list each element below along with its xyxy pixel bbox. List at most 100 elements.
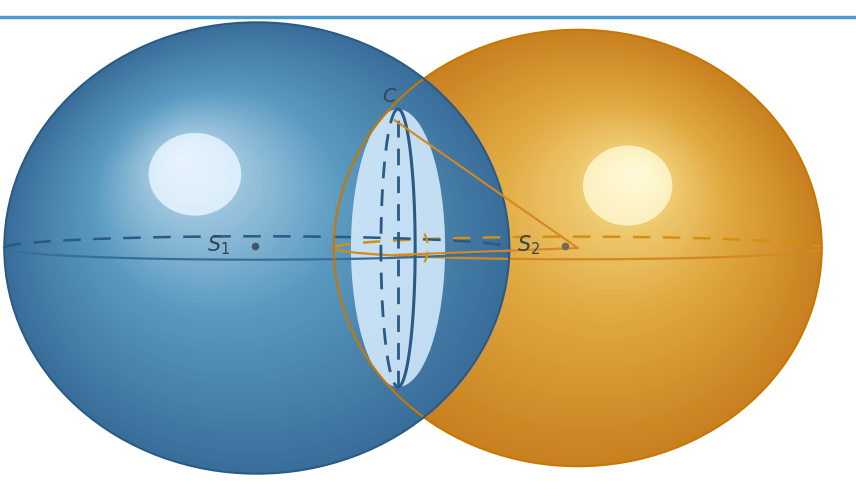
Ellipse shape <box>37 47 449 416</box>
Ellipse shape <box>532 122 703 275</box>
Ellipse shape <box>107 101 318 289</box>
Ellipse shape <box>583 146 672 226</box>
Text: $S_1$: $S_1$ <box>206 234 230 257</box>
Ellipse shape <box>573 141 679 236</box>
Ellipse shape <box>45 54 433 400</box>
Ellipse shape <box>512 113 715 295</box>
Ellipse shape <box>33 45 455 421</box>
Ellipse shape <box>502 108 721 304</box>
Ellipse shape <box>19 34 482 447</box>
Ellipse shape <box>7 25 504 468</box>
Ellipse shape <box>51 59 422 389</box>
Ellipse shape <box>633 169 642 177</box>
Ellipse shape <box>496 106 724 309</box>
Ellipse shape <box>86 85 356 326</box>
Ellipse shape <box>349 37 812 451</box>
Ellipse shape <box>542 126 697 265</box>
Ellipse shape <box>78 79 372 342</box>
Ellipse shape <box>72 74 383 353</box>
Ellipse shape <box>60 65 406 373</box>
Text: $S_2$: $S_2$ <box>517 234 541 257</box>
Ellipse shape <box>122 113 290 263</box>
Ellipse shape <box>461 89 746 343</box>
Text: $C$: $C$ <box>382 87 397 106</box>
Ellipse shape <box>374 49 798 427</box>
Ellipse shape <box>131 120 274 247</box>
Ellipse shape <box>80 81 367 337</box>
Ellipse shape <box>334 30 822 466</box>
Ellipse shape <box>351 109 445 387</box>
Ellipse shape <box>395 58 785 407</box>
Ellipse shape <box>90 88 351 321</box>
Ellipse shape <box>614 160 654 196</box>
Ellipse shape <box>143 128 253 226</box>
Ellipse shape <box>125 115 285 258</box>
Ellipse shape <box>370 46 800 432</box>
Ellipse shape <box>57 63 411 379</box>
Ellipse shape <box>116 108 301 274</box>
Ellipse shape <box>410 65 776 393</box>
Ellipse shape <box>43 52 438 405</box>
Ellipse shape <box>527 120 706 280</box>
Ellipse shape <box>158 140 225 200</box>
Ellipse shape <box>431 75 764 373</box>
Ellipse shape <box>28 40 466 432</box>
Ellipse shape <box>172 151 198 174</box>
Ellipse shape <box>163 144 214 189</box>
Ellipse shape <box>92 90 345 316</box>
Ellipse shape <box>104 99 324 295</box>
Ellipse shape <box>175 153 192 168</box>
Ellipse shape <box>146 130 247 221</box>
Ellipse shape <box>75 76 378 347</box>
Ellipse shape <box>4 22 509 474</box>
Ellipse shape <box>389 56 788 412</box>
Ellipse shape <box>491 103 728 314</box>
Ellipse shape <box>405 63 779 397</box>
Ellipse shape <box>16 31 487 453</box>
Ellipse shape <box>466 91 742 339</box>
Ellipse shape <box>517 115 712 290</box>
Ellipse shape <box>39 50 443 411</box>
Ellipse shape <box>339 32 818 461</box>
Ellipse shape <box>354 39 810 446</box>
Ellipse shape <box>379 51 794 422</box>
Ellipse shape <box>10 27 498 463</box>
Ellipse shape <box>137 124 263 237</box>
Ellipse shape <box>344 35 816 456</box>
Ellipse shape <box>400 61 782 402</box>
Ellipse shape <box>128 117 280 252</box>
Ellipse shape <box>486 101 730 319</box>
Ellipse shape <box>552 131 691 255</box>
Ellipse shape <box>562 136 685 246</box>
Ellipse shape <box>557 134 687 250</box>
Ellipse shape <box>63 67 400 369</box>
Ellipse shape <box>547 129 693 260</box>
Ellipse shape <box>360 42 806 441</box>
Ellipse shape <box>155 137 230 205</box>
Ellipse shape <box>169 149 203 179</box>
Ellipse shape <box>384 54 791 417</box>
Ellipse shape <box>598 153 663 211</box>
Ellipse shape <box>49 56 427 395</box>
Ellipse shape <box>538 124 699 270</box>
Ellipse shape <box>415 67 773 388</box>
Ellipse shape <box>455 86 748 348</box>
Ellipse shape <box>96 92 340 310</box>
Ellipse shape <box>134 122 269 242</box>
Ellipse shape <box>578 143 675 231</box>
Ellipse shape <box>471 94 740 334</box>
Ellipse shape <box>628 167 645 182</box>
Ellipse shape <box>476 96 736 329</box>
Ellipse shape <box>365 44 804 437</box>
Ellipse shape <box>451 84 752 353</box>
Ellipse shape <box>436 77 761 368</box>
Ellipse shape <box>481 98 734 324</box>
Ellipse shape <box>588 148 669 221</box>
Ellipse shape <box>113 106 307 279</box>
Ellipse shape <box>149 133 241 216</box>
Ellipse shape <box>110 104 312 284</box>
Ellipse shape <box>84 83 361 331</box>
Ellipse shape <box>69 72 389 358</box>
Ellipse shape <box>98 95 334 305</box>
Ellipse shape <box>13 29 493 458</box>
